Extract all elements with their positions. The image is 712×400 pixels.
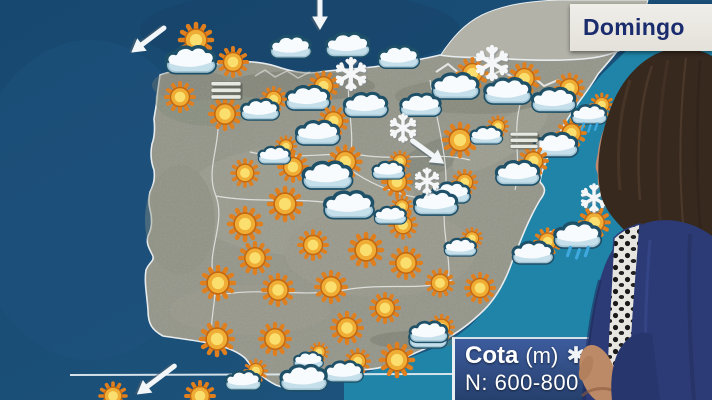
sun-icon bbox=[230, 158, 260, 188]
sun-cloud-icon bbox=[301, 144, 363, 190]
sun-icon bbox=[217, 46, 249, 78]
sun-cloud-icon bbox=[257, 135, 298, 165]
sun-icon bbox=[260, 272, 296, 308]
sun-icon bbox=[441, 121, 479, 159]
snowflake-icon bbox=[389, 113, 418, 145]
wind-arrow-icon bbox=[310, 0, 328, 32]
sun-cloud-icon bbox=[324, 347, 372, 383]
sun-cloud-icon bbox=[371, 150, 412, 180]
fog-icon bbox=[210, 81, 243, 100]
sun-cloud-icon bbox=[373, 195, 414, 225]
sun-cloud-icon bbox=[293, 341, 330, 369]
sun-icon bbox=[378, 341, 416, 379]
sun-cloud-icon bbox=[494, 145, 549, 186]
snowflake-icon bbox=[414, 167, 441, 196]
rain-sun-icon bbox=[553, 206, 611, 260]
day-label: Domingo bbox=[583, 14, 685, 40]
sun-cloud-icon bbox=[240, 85, 288, 121]
cloud-icon bbox=[279, 363, 329, 392]
sun-icon bbox=[369, 292, 401, 324]
wind-arrow-icon bbox=[134, 363, 177, 395]
sun-icon bbox=[98, 381, 128, 400]
sun-cloud-icon bbox=[530, 72, 585, 113]
snowflake-icon: ✱ bbox=[566, 342, 586, 368]
sun-icon bbox=[329, 310, 365, 346]
snow-level-title: Cota bbox=[465, 342, 519, 369]
snowflake-icon bbox=[475, 44, 510, 83]
snowflake-icon bbox=[335, 57, 368, 93]
cloud-icon bbox=[164, 45, 217, 75]
cloud-icon bbox=[399, 92, 443, 117]
cloud-icon bbox=[324, 31, 371, 58]
sun-cloud-icon bbox=[294, 105, 349, 146]
snowflake-icon bbox=[580, 183, 609, 215]
sun-icon bbox=[199, 264, 237, 302]
snow-level-panel: Cota (m) ✱ N: 600-800 bbox=[452, 337, 712, 400]
sun-icon bbox=[425, 268, 455, 298]
cloud-icon bbox=[377, 44, 421, 69]
sun-icon bbox=[347, 231, 385, 269]
sun-cloud-icon bbox=[224, 358, 269, 391]
cloud-icon bbox=[342, 91, 389, 118]
sun-cloud-icon bbox=[469, 115, 510, 145]
cloud-icon bbox=[322, 190, 375, 220]
sun-icon bbox=[388, 245, 424, 281]
sun-icon bbox=[313, 269, 349, 305]
sun-cloud-icon bbox=[284, 70, 339, 111]
sun-icon bbox=[464, 272, 496, 304]
day-label-box: Domingo bbox=[570, 4, 712, 51]
wind-arrow-icon bbox=[410, 138, 445, 166]
sun-icon bbox=[297, 229, 329, 261]
sun-icon bbox=[184, 380, 216, 400]
sun-icon bbox=[198, 320, 236, 358]
snow-level-unit: (m) bbox=[525, 343, 559, 368]
sun-cloud-icon bbox=[511, 227, 562, 265]
sun-cloud-icon bbox=[532, 117, 587, 158]
cloud-icon bbox=[269, 34, 313, 59]
sun-cloud-icon bbox=[483, 62, 541, 105]
cloud-icon bbox=[412, 189, 459, 216]
cloud-icon bbox=[408, 320, 449, 344]
sun-icon bbox=[164, 81, 196, 113]
fog-icon bbox=[509, 131, 540, 150]
sun-icon bbox=[237, 240, 273, 276]
sun-icon bbox=[226, 205, 264, 243]
sun-icon bbox=[266, 185, 304, 223]
snow-level-range: N: 600-800 bbox=[465, 370, 579, 395]
wind-arrow-icon bbox=[128, 25, 167, 53]
sun-icon bbox=[277, 151, 309, 183]
sun-cloud-icon bbox=[443, 227, 484, 257]
sun-icon bbox=[207, 96, 243, 132]
sun-icon bbox=[257, 321, 293, 357]
